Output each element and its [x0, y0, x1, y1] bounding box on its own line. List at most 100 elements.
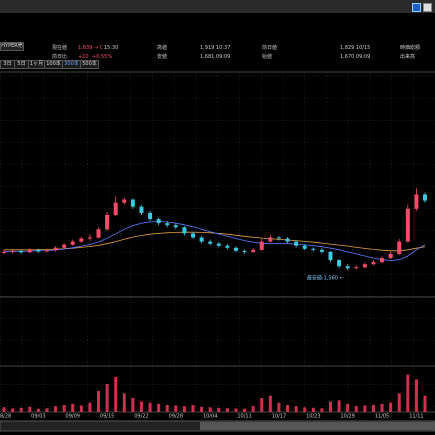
header-text: 現在値: [52, 45, 68, 51]
grid: [0, 72, 435, 412]
candle-body: [405, 208, 410, 242]
volume-bar: [354, 406, 358, 412]
volume-bar: [363, 405, 367, 412]
volume-bar: [200, 406, 204, 412]
candle-body: [362, 264, 367, 268]
volume-bar: [148, 402, 152, 412]
header-text: 1,670 09:09: [340, 54, 371, 60]
x-tick-label: 09/15: [100, 414, 114, 420]
candle-body: [423, 194, 427, 201]
candle-body: [285, 238, 290, 242]
candle-body: [388, 253, 393, 259]
candle-body: [2, 251, 6, 253]
volume-bar: [389, 402, 393, 412]
volume-bar: [414, 379, 418, 412]
volume-bar: [182, 406, 186, 412]
x-tick-label: 11/11: [409, 414, 423, 420]
volume-bar: [320, 408, 324, 412]
low-annotation: 最安値:1,560 ←: [307, 274, 344, 281]
candle-body: [70, 241, 75, 245]
volume-bar: [260, 398, 264, 412]
candle-body: [268, 237, 273, 242]
candle-body: [294, 241, 299, 246]
x-tick-label: 09/28: [169, 414, 183, 420]
volume-bar: [251, 406, 255, 412]
volume-bar: [277, 402, 281, 412]
header-text: 1,829 10/15: [340, 45, 371, 51]
volume-bar: [71, 403, 75, 412]
header-text: 時価総額: [400, 45, 421, 51]
volume-bar: [328, 401, 332, 412]
candle-body: [302, 245, 307, 249]
candle-body: [96, 229, 101, 238]
hyper-button[interactable]: HYPER売: [0, 42, 24, 51]
candle-body: [87, 237, 92, 239]
candle-body: [233, 247, 238, 251]
volume-bar: [131, 398, 135, 412]
candle-body: [156, 219, 161, 224]
candle-body: [113, 202, 118, 215]
candle-body: [319, 249, 324, 252]
candle-body: [53, 247, 58, 251]
volume-bar: [165, 405, 169, 412]
candle-body: [371, 262, 376, 265]
volume-bar: [337, 400, 341, 412]
layout-icon[interactable]: [412, 3, 421, 12]
volume-bar: [243, 408, 247, 412]
candle-body: [122, 199, 127, 203]
volume-bar: [97, 391, 101, 412]
x-tick-label: 10/04: [203, 414, 217, 420]
volume-bar: [311, 407, 315, 412]
header-text: 1,839 → C: [78, 45, 104, 51]
volume-bar: [54, 406, 58, 412]
candle-body: [105, 214, 110, 230]
volume-bar: [139, 401, 143, 412]
x-tick-label: 10/17: [272, 414, 286, 420]
x-tick-label: 08/28: [0, 414, 11, 420]
volume-bar: [380, 403, 384, 412]
moving-average: [3, 221, 426, 261]
volume-bar: [191, 405, 195, 412]
volume-bar: [423, 395, 427, 412]
candle-body: [19, 250, 24, 253]
header-text: 前日値: [262, 45, 278, 51]
candle-body: [199, 237, 204, 242]
x-tick-label: 09/22: [134, 414, 148, 420]
volume-bar: [2, 407, 6, 412]
x-tick-label: 09/03: [31, 414, 45, 420]
volume-bar: [268, 395, 272, 412]
header-text: 15:30: [104, 45, 119, 51]
candle-body: [148, 212, 153, 220]
candle-body: [44, 250, 49, 252]
volume-bar: [174, 405, 178, 412]
volume-bar: [11, 408, 15, 412]
volume-bar: [217, 407, 221, 412]
header-text: 前日比: [52, 54, 68, 60]
candle-body: [27, 249, 32, 253]
candle-body: [208, 241, 213, 244]
volume-bar: [406, 374, 410, 412]
header-text: 出来高: [400, 54, 416, 60]
volume-bar: [62, 405, 66, 412]
scroll-thumb[interactable]: [200, 422, 435, 430]
header-text: +10: [78, 54, 89, 60]
candle-body: [139, 206, 144, 213]
candle-body: [276, 237, 281, 239]
window-icon[interactable]: [423, 3, 432, 12]
candle-body: [130, 199, 135, 207]
volume-bar: [208, 407, 212, 412]
x-tick-label: 10/29: [340, 414, 354, 420]
header-text: 高値: [157, 45, 168, 51]
period-tab[interactable]: 500本: [80, 60, 99, 69]
volume-bar: [294, 406, 298, 412]
candle-body: [10, 250, 15, 252]
x-tick-label: 10/11: [237, 414, 251, 420]
header-text: 1,681 09:09: [200, 54, 231, 60]
volume-bar: [157, 403, 161, 412]
volume-bar: [234, 408, 238, 412]
volume-bar: [114, 377, 118, 412]
candle-body: [397, 241, 402, 254]
volume-bar: [105, 384, 109, 412]
candle-body: [173, 225, 178, 228]
